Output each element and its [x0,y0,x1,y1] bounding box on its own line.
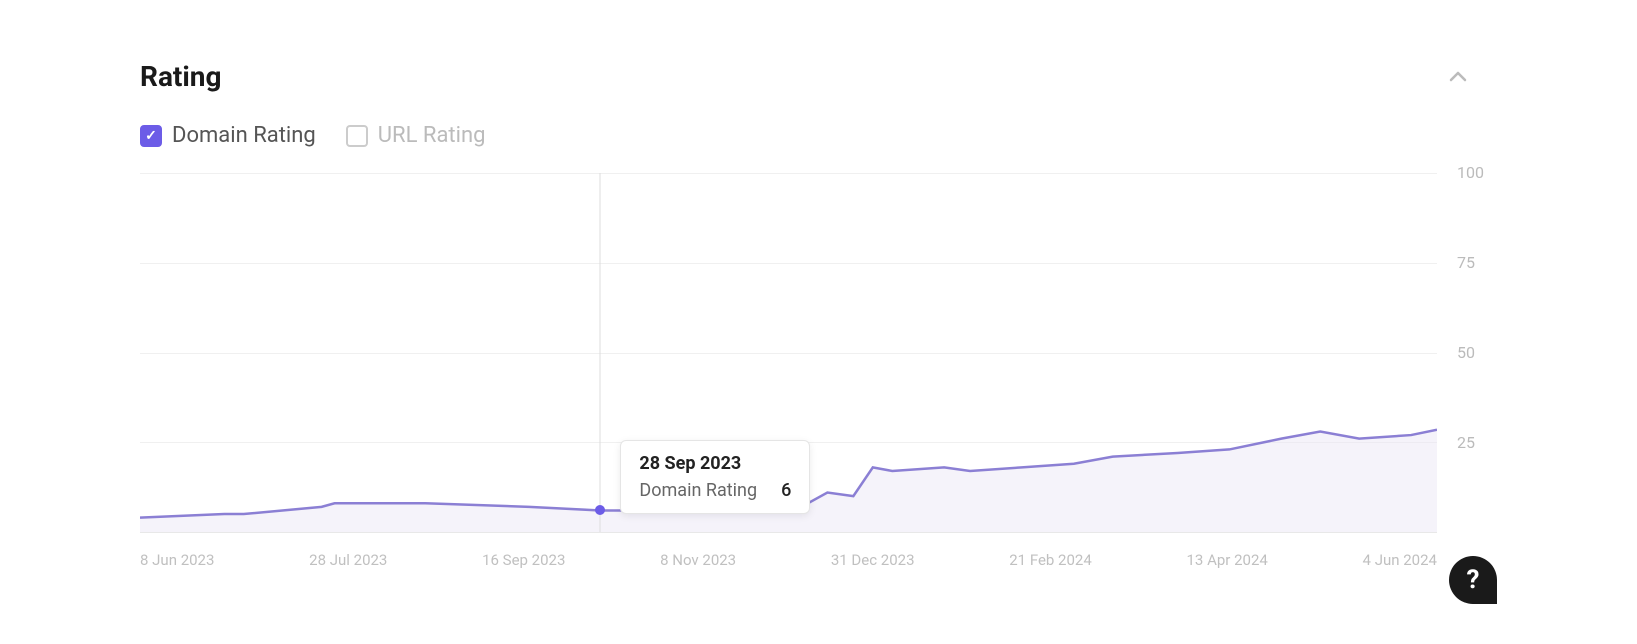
x-tick: 8 Nov 2023 [660,551,736,569]
x-tick: 16 Sep 2023 [482,551,565,569]
legend-label: URL Rating [378,123,486,148]
x-tick: 28 Jul 2023 [309,551,387,569]
legend-label: Domain Rating [172,123,316,148]
y-axis: 100755025 [1437,173,1497,533]
x-tick: 13 Apr 2024 [1187,551,1268,569]
y-tick: 50 [1457,343,1475,362]
checkbox-url-rating[interactable] [346,125,368,147]
y-tick: 75 [1457,253,1475,272]
chart-wrapper: 28 Sep 2023 Domain Rating 6 100755025 [140,173,1497,533]
x-tick: 8 Jun 2023 [140,551,214,569]
x-axis: 8 Jun 2023 28 Jul 2023 16 Sep 2023 8 Nov 20… [140,533,1437,569]
chart-area[interactable]: 28 Sep 2023 Domain Rating 6 [140,173,1437,533]
panel-title: Rating [140,60,222,93]
checkbox-domain-rating[interactable] [140,125,162,147]
hover-line [600,173,601,532]
x-tick: 31 Dec 2023 [831,551,915,569]
tooltip-value: 6 [781,480,791,501]
chart-tooltip: 28 Sep 2023 Domain Rating 6 [620,440,810,514]
y-tick: 25 [1457,433,1475,452]
y-tick: 100 [1457,163,1484,182]
collapse-icon[interactable] [1449,71,1467,83]
chart-legend: Domain Rating URL Rating [140,123,1497,148]
help-button[interactable]: ? [1449,556,1497,604]
legend-item-domain-rating[interactable]: Domain Rating [140,123,316,148]
legend-item-url-rating[interactable]: URL Rating [346,123,486,148]
hover-marker [595,505,605,515]
x-tick: 4 Jun 2024 [1363,551,1437,569]
x-tick: 21 Feb 2024 [1009,551,1092,569]
tooltip-label: Domain Rating [639,480,757,501]
tooltip-date: 28 Sep 2023 [639,453,791,474]
